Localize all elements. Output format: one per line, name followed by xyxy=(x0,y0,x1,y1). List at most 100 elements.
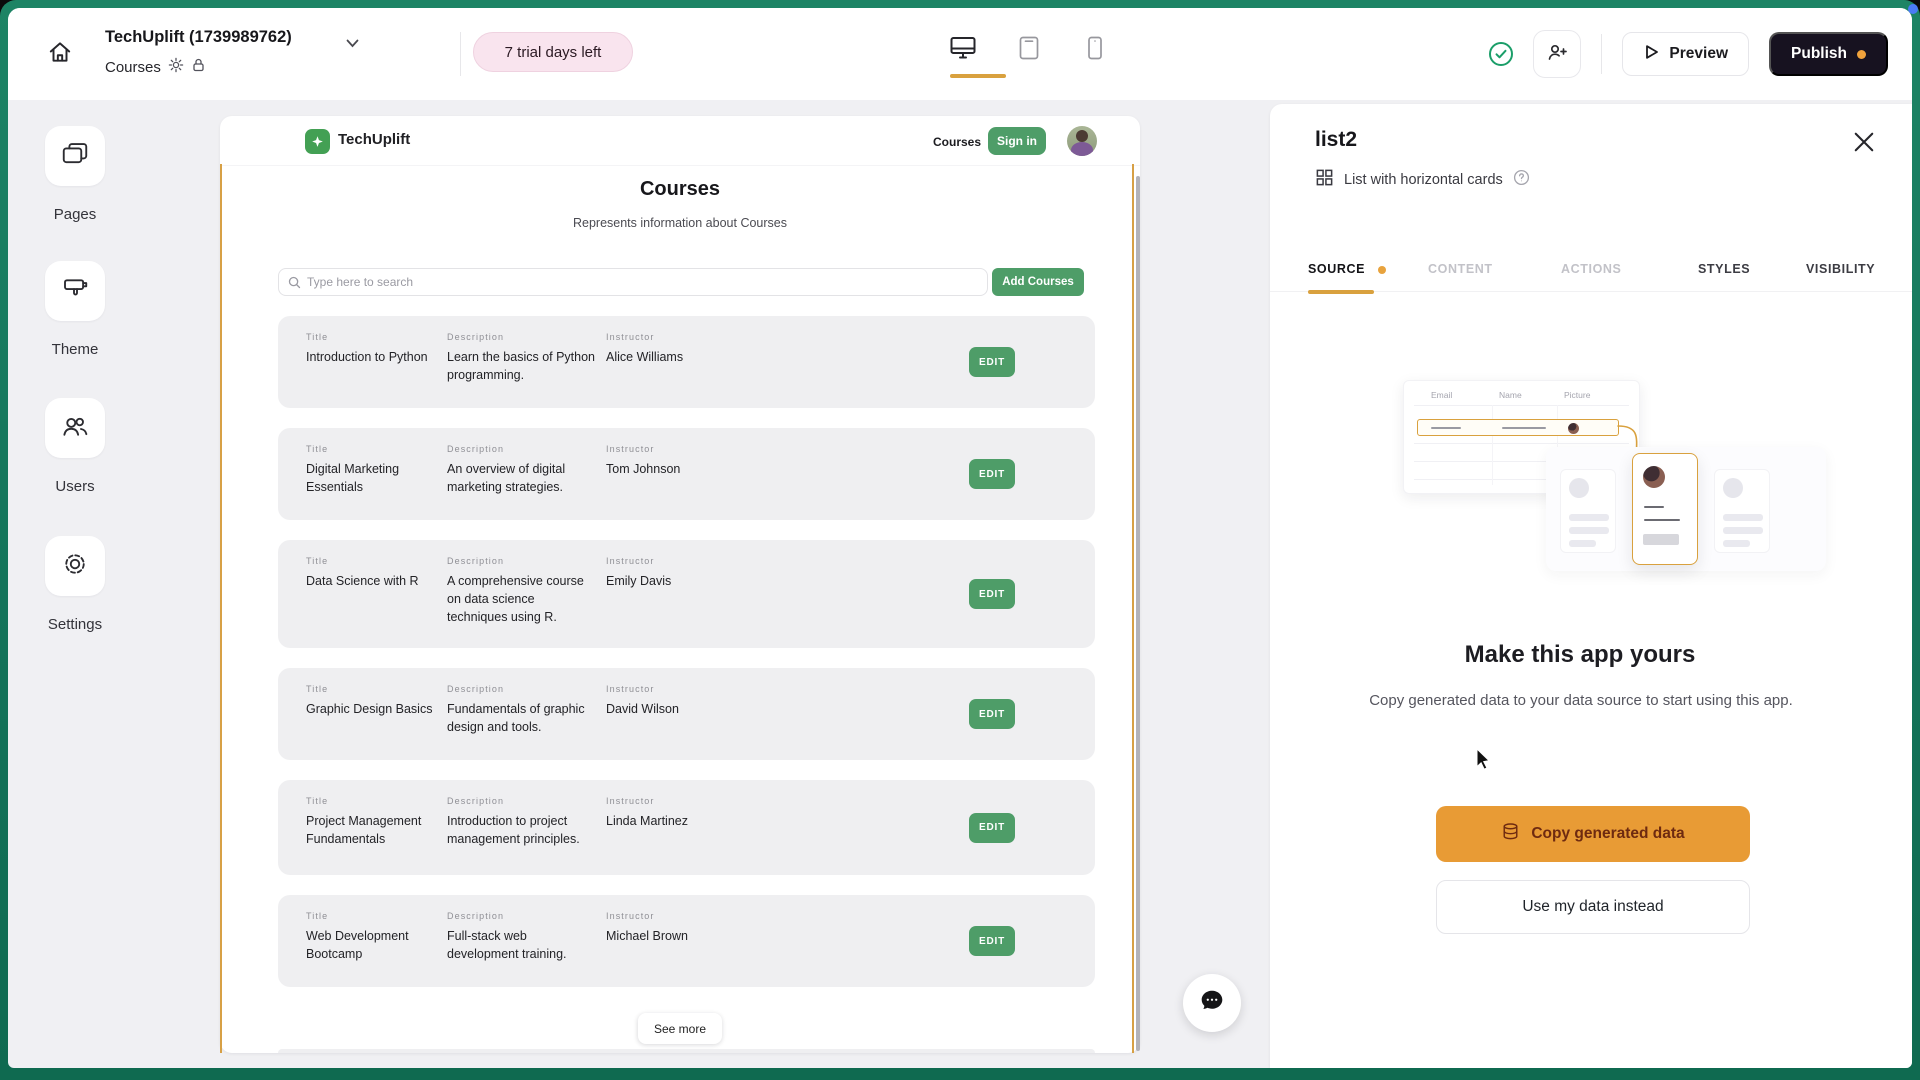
field-label-title: Title xyxy=(306,556,329,566)
course-title-column: Title Graphic Design Basics xyxy=(306,684,447,746)
invite-member-button[interactable] xyxy=(1533,30,1582,78)
support-chat-button[interactable] xyxy=(1183,974,1241,1032)
course-instructor-column: Instructor Tom Johnson xyxy=(606,444,796,506)
sidebar-label-theme: Theme xyxy=(51,341,99,358)
sync-status-button[interactable] xyxy=(1487,40,1515,68)
course-title: Introduction to Python xyxy=(306,350,428,364)
course-description: Full-stack web development training. xyxy=(447,929,567,962)
course-instructor-column: Instructor David Wilson xyxy=(606,684,796,746)
pages-icon xyxy=(60,139,90,174)
course-card[interactable]: Title Introduction to Python Description… xyxy=(278,316,1095,408)
course-instructor: David Wilson xyxy=(606,702,679,716)
edit-course-button[interactable]: EDIT xyxy=(969,579,1015,609)
edit-course-button[interactable]: EDIT xyxy=(969,459,1015,489)
course-description-column: Description Full-stack web development t… xyxy=(447,911,606,973)
use-my-data-button[interactable]: Use my data instead xyxy=(1436,880,1750,934)
edit-course-button[interactable]: EDIT xyxy=(969,926,1015,956)
builder-workspace: TechUplift (1739989762) Courses 7 tr xyxy=(8,8,1912,1068)
illustration-column-email: Email xyxy=(1431,390,1453,400)
tablet-device-button[interactable] xyxy=(1014,34,1044,66)
chevron-down-icon[interactable] xyxy=(346,35,359,53)
preview-nav-courses[interactable]: Courses xyxy=(933,135,982,149)
app-name[interactable]: TechUplift (1739989762) xyxy=(105,28,292,46)
field-label-title: Title xyxy=(306,332,329,342)
app-logo xyxy=(305,129,330,154)
play-icon xyxy=(1643,43,1660,66)
preview-button-label: Preview xyxy=(1669,45,1729,62)
tab-visibility[interactable]: VISIBILITY xyxy=(1806,262,1876,276)
course-instructor: Alice Williams xyxy=(606,350,684,364)
panel-heading: Make this app yours xyxy=(1464,641,1696,668)
edit-course-button[interactable]: EDIT xyxy=(969,699,1015,729)
course-list: Title Introduction to Python Description… xyxy=(278,316,1095,987)
illustration-card-list xyxy=(1546,447,1826,571)
copy-generated-data-button[interactable]: Copy generated data xyxy=(1436,806,1750,862)
gear-icon[interactable] xyxy=(168,57,184,78)
course-card[interactable]: Title Project Management Fundamentals De… xyxy=(278,780,1095,875)
course-card[interactable]: Title Web Development Bootcamp Descripti… xyxy=(278,895,1095,987)
app-preview-canvas: TechUplift Courses Sign in Courses Repre… xyxy=(220,116,1140,1053)
publish-button[interactable]: Publish xyxy=(1769,32,1888,76)
tab-actions[interactable]: ACTIONS xyxy=(1561,262,1622,276)
tab-content[interactable]: CONTENT xyxy=(1428,262,1493,276)
theme-icon xyxy=(60,274,90,309)
course-card[interactable]: Title Data Science with R Description A … xyxy=(278,540,1095,648)
field-label-description: Description xyxy=(447,684,505,694)
home-button[interactable] xyxy=(42,36,78,72)
current-page-row: Courses xyxy=(105,57,206,78)
course-title-column: Title Web Development Bootcamp xyxy=(306,911,447,973)
users-icon xyxy=(60,411,90,446)
course-instructor: Emily Davis xyxy=(606,574,672,588)
sidebar-label-pages: Pages xyxy=(53,206,97,223)
toolbar-divider xyxy=(1601,34,1603,74)
course-card[interactable]: Title Graphic Design Basics Description … xyxy=(278,668,1095,760)
course-description-column: Description Introduction to project mana… xyxy=(447,796,606,861)
course-card[interactable]: Title Digital Marketing Essentials Descr… xyxy=(278,428,1095,520)
course-description-column: Description Fundamentals of graphic desi… xyxy=(447,684,606,746)
phone-device-button[interactable] xyxy=(1080,34,1110,66)
course-title-column: Title Digital Marketing Essentials xyxy=(306,444,447,506)
course-description: Learn the basics of Python programming. xyxy=(447,350,596,383)
desktop-device-button[interactable] xyxy=(948,34,978,66)
highlighted-row xyxy=(1417,419,1619,436)
illustration-column-name: Name xyxy=(1499,390,1522,400)
edit-course-button[interactable]: EDIT xyxy=(969,347,1015,377)
sidebar-item-settings[interactable]: Settings xyxy=(45,536,105,633)
course-instructor: Tom Johnson xyxy=(606,462,681,476)
lock-icon[interactable] xyxy=(191,57,206,78)
search-box[interactable] xyxy=(278,268,988,296)
data-mapping-illustration: Email Name Picture xyxy=(1380,369,1840,579)
add-courses-button[interactable]: Add Courses xyxy=(992,268,1084,296)
preview-signin-button[interactable]: Sign in xyxy=(988,127,1046,155)
course-description: Introduction to project management princ… xyxy=(447,814,580,847)
illustration-spreadsheet: Email Name Picture xyxy=(1403,380,1640,494)
help-icon[interactable] xyxy=(1513,169,1530,191)
component-type-label: List with horizontal cards xyxy=(1344,172,1503,188)
sidebar-item-users[interactable]: Users xyxy=(45,398,105,495)
publish-button-label: Publish xyxy=(1791,45,1847,62)
field-label-description: Description xyxy=(447,796,505,806)
preview-user-avatar[interactable] xyxy=(1067,126,1097,156)
top-toolbar: TechUplift (1739989762) Courses 7 tr xyxy=(8,8,1912,100)
field-label-instructor: Instructor xyxy=(606,444,655,454)
close-panel-button[interactable] xyxy=(1850,130,1878,158)
preview-page-subtitle: Represents information about Courses xyxy=(572,216,787,230)
component-name: list2 xyxy=(1315,128,1358,151)
preview-scrollbar[interactable] xyxy=(1136,176,1140,1051)
sidebar-item-theme[interactable]: Theme xyxy=(45,261,105,358)
see-more-button[interactable]: See more xyxy=(637,1013,723,1044)
preview-search-row: Add Courses xyxy=(278,268,1095,296)
search-input[interactable] xyxy=(307,270,977,294)
course-description-column: Description Learn the basics of Python p… xyxy=(447,332,606,394)
field-label-instructor: Instructor xyxy=(606,911,655,921)
phone-icon xyxy=(1087,35,1103,66)
field-label-instructor: Instructor xyxy=(606,684,655,694)
preview-button[interactable]: Preview xyxy=(1622,32,1750,76)
field-label-description: Description xyxy=(447,444,505,454)
sidebar-item-pages[interactable]: Pages xyxy=(45,126,105,223)
current-page-name[interactable]: Courses xyxy=(105,59,161,76)
edit-course-button[interactable]: EDIT xyxy=(969,812,1015,843)
course-description: An overview of digital marketing strateg… xyxy=(447,462,566,495)
tab-source[interactable]: SOURCE xyxy=(1308,262,1366,276)
tab-styles[interactable]: STYLES xyxy=(1698,262,1751,276)
